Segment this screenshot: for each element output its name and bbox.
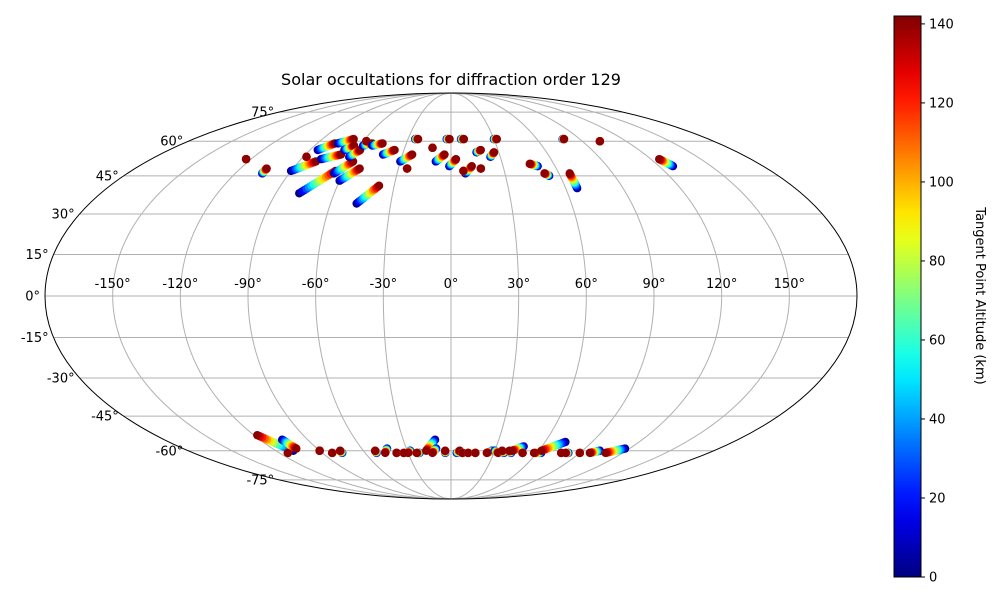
occultation-point (440, 446, 450, 455)
latitude-tick-label: -75° (246, 473, 274, 488)
colorbar-label: Tangent Point Altitude (km) (972, 206, 987, 384)
occultation-point (459, 134, 469, 144)
longitude-tick-label: 0° (444, 277, 459, 292)
occultation-point (402, 164, 412, 173)
occultation-point (283, 448, 293, 458)
meridian-line (450, 93, 790, 499)
latitude-tick-labels: 75° 60° 45° 30° 15° 0° -15° -30° -45° -60° -75° (21, 106, 274, 489)
occultation-point (508, 446, 517, 455)
longitude-tick-label: 120° (706, 277, 737, 292)
occultation-point (525, 159, 534, 169)
occultation-point (476, 164, 486, 173)
chart-title: Solar occultations for diffraction order… (281, 70, 621, 89)
occultation-point (561, 448, 570, 458)
meridian-line (179, 93, 452, 499)
latitude-tick-label: 45° (96, 169, 119, 184)
graticule-grid (45, 93, 857, 499)
occultation-point (362, 137, 371, 146)
latitude-tick-label: -45° (91, 410, 119, 425)
latitude-tick-label: 15° (26, 248, 49, 263)
occultation-point (413, 134, 423, 144)
latitude-tick-label: 75° (251, 106, 274, 121)
occultation-point (374, 181, 384, 190)
occultation-point (471, 448, 480, 458)
latitude-tick-label: -60° (156, 444, 184, 459)
latitude-tick-label: -30° (47, 372, 75, 387)
occultation-point (476, 145, 485, 155)
occultation-point (390, 145, 399, 155)
occultation-point (575, 448, 584, 458)
occultation-point (302, 152, 311, 162)
colorbar-tick-label: 120 (929, 96, 954, 111)
occultation-point (482, 448, 491, 458)
longitude-tick-label: 30° (507, 277, 530, 292)
occultation-point (537, 446, 546, 455)
colorbar-tick-label: 80 (929, 254, 946, 269)
colorbar-tick-label: 60 (929, 333, 946, 348)
occultation-point (540, 169, 549, 178)
occultation-point (392, 448, 401, 458)
occultation-point (428, 143, 437, 152)
occultation-point (378, 139, 387, 148)
occultation-point (407, 150, 417, 159)
longitude-tick-label: -30° (369, 277, 397, 292)
colorbar-tick-label: 140 (929, 17, 954, 32)
latitude-tick-label: 0° (25, 290, 40, 305)
occultation-point (492, 134, 501, 144)
occultation-points (241, 134, 678, 458)
colorbar-tick-label: 0 (929, 571, 937, 586)
occultation-point (328, 448, 337, 458)
occultation-point (403, 448, 413, 458)
longitude-tick-label: -60° (302, 277, 330, 292)
occultation-point (451, 154, 461, 164)
colorbar-tick-label: 40 (929, 412, 946, 427)
colorbar-tick-label: 100 (929, 175, 954, 190)
colorbar-gradient (893, 15, 922, 578)
longitude-tick-label: 150° (774, 277, 805, 292)
occultation-point (595, 137, 605, 146)
longitude-tick-label: -120° (162, 277, 198, 292)
occultation-point (315, 446, 324, 455)
longitude-tick-label: 60° (575, 277, 598, 292)
occultation-point (518, 448, 527, 458)
occultation-point (559, 134, 569, 144)
occultation-point (459, 166, 468, 176)
occultation-point (463, 448, 473, 458)
latitude-tick-label: 60° (160, 135, 183, 150)
occultation-point (565, 169, 574, 178)
occultation-point (262, 164, 271, 173)
map-outline (44, 92, 858, 500)
colorbar-ticks: 0 20 40 60 80 100 120 140 (921, 17, 954, 586)
occultation-point (529, 448, 539, 458)
longitude-tick-label: -90° (234, 277, 262, 292)
longitude-tick-label: 90° (642, 277, 665, 292)
occultation-point (412, 448, 421, 458)
occultation-point (445, 134, 454, 144)
occultation-point (497, 446, 507, 455)
occultation-point (241, 154, 251, 164)
latitude-tick-label: -15° (21, 331, 49, 346)
occultation-point (292, 444, 301, 453)
occultation-point (440, 150, 449, 159)
meridian-line (112, 93, 452, 499)
occultation-point (355, 164, 364, 173)
occultation-point (585, 448, 595, 458)
occultation-point (428, 448, 437, 458)
latitude-tick-label: 30° (52, 207, 75, 222)
colorbar-tick-label: 20 (929, 491, 946, 506)
occultation-point (253, 430, 262, 440)
longitude-tick-labels: -150° -120° -90° -60° -30° 0° 30° 60° 90° 120° 150… (95, 277, 805, 292)
longitude-tick-label: -150° (95, 277, 131, 292)
occultation-point (370, 446, 380, 455)
occultation-point (489, 148, 499, 157)
occultation-point (380, 448, 390, 458)
colorbar: 0 20 40 60 80 100 120 140 Tangent Point Altitud… (893, 15, 987, 586)
occultation-point (655, 154, 664, 164)
occultation-point (335, 446, 345, 455)
occultation-point (601, 448, 610, 458)
occultation-point (467, 161, 477, 171)
occultation-point (349, 134, 358, 144)
